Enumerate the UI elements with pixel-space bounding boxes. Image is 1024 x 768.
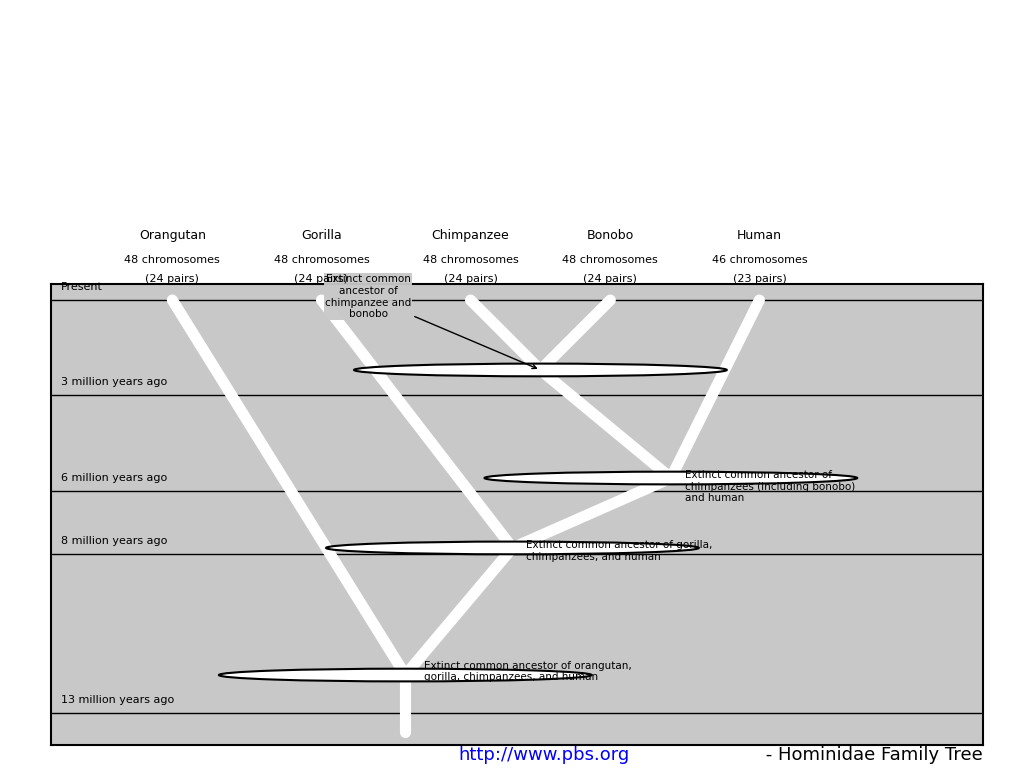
Circle shape (326, 541, 698, 554)
Text: Extinct common ancestor of
chimpanzees (including bonobo)
and human: Extinct common ancestor of chimpanzees (… (685, 470, 855, 503)
Text: Extinct common ancestor of orangutan,
gorilla, chimpanzees, and human: Extinct common ancestor of orangutan, go… (424, 660, 632, 682)
Text: Chimpanzee: Chimpanzee (432, 229, 509, 242)
Text: Extinct common
ancestor of
chimpanzee and
bonobo: Extinct common ancestor of chimpanzee an… (325, 274, 537, 369)
Text: Present: Present (60, 282, 102, 292)
Text: 46 chromosomes: 46 chromosomes (712, 255, 807, 265)
Text: (24 pairs): (24 pairs) (145, 274, 200, 284)
Circle shape (484, 472, 857, 485)
Text: 8 million years ago: 8 million years ago (60, 536, 167, 546)
Text: Orangutan: Orangutan (139, 229, 206, 242)
Text: (24 pairs): (24 pairs) (443, 274, 498, 284)
Circle shape (219, 669, 592, 681)
Text: 48 chromosomes: 48 chromosomes (423, 255, 518, 265)
Text: 48 chromosomes: 48 chromosomes (125, 255, 220, 265)
Text: (24 pairs): (24 pairs) (295, 274, 348, 284)
Text: http://www.pbs.org: http://www.pbs.org (459, 746, 630, 764)
Text: Extinct common ancestor of gorilla,
chimpanzees, and human: Extinct common ancestor of gorilla, chim… (526, 540, 713, 561)
Text: (23 pairs): (23 pairs) (732, 274, 786, 284)
Text: Gorilla: Gorilla (301, 229, 342, 242)
Text: (24 pairs): (24 pairs) (584, 274, 637, 284)
Text: 48 chromosomes: 48 chromosomes (562, 255, 658, 265)
Text: Human: Human (737, 229, 782, 242)
Text: 48 chromosomes: 48 chromosomes (273, 255, 370, 265)
Text: 6 million years ago: 6 million years ago (60, 473, 167, 483)
Text: Bonobo: Bonobo (587, 229, 634, 242)
Text: 3 million years ago: 3 million years ago (60, 377, 167, 387)
Text: 13 million years ago: 13 million years ago (60, 695, 174, 705)
Text: - Hominidae Family Tree: - Hominidae Family Tree (760, 746, 983, 764)
Circle shape (354, 363, 727, 376)
